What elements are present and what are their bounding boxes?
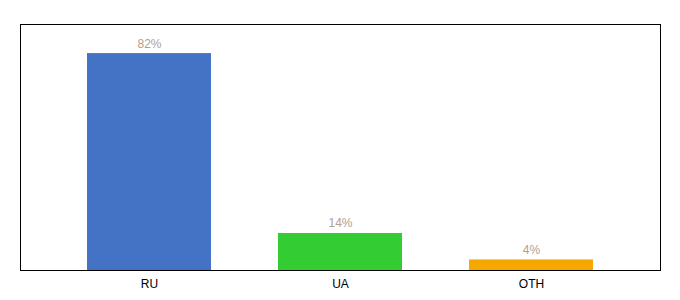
svg-text:82%: 82%	[137, 37, 161, 51]
svg-text:14%: 14%	[328, 216, 352, 230]
svg-text:RU: RU	[141, 277, 158, 291]
svg-text:OTH: OTH	[519, 277, 544, 291]
svg-text:UA: UA	[332, 277, 349, 291]
svg-text:4%: 4%	[523, 243, 541, 257]
